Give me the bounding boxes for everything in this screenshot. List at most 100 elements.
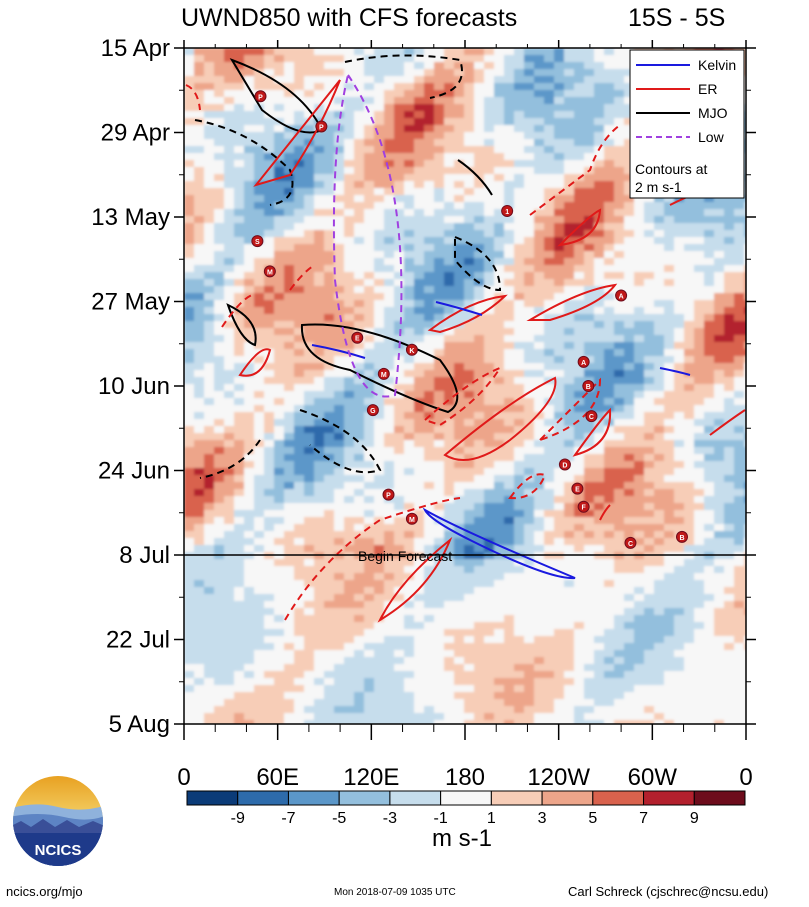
anomaly-cell <box>214 356 225 364</box>
anomaly-cell <box>514 237 525 245</box>
anomaly-cell <box>654 237 665 245</box>
anomaly-cell <box>734 279 745 287</box>
anomaly-cell <box>474 545 485 553</box>
anomaly-cell <box>514 321 525 329</box>
anomaly-cell <box>544 258 555 266</box>
anomaly-cell <box>374 552 385 560</box>
anomaly-cell <box>624 454 635 462</box>
anomaly-cell <box>584 237 595 245</box>
anomaly-cell <box>634 489 645 497</box>
anomaly-cell <box>184 538 195 546</box>
anomaly-cell <box>534 636 545 644</box>
anomaly-cell <box>194 566 205 574</box>
anomaly-cell <box>484 608 495 616</box>
anomaly-cell <box>704 195 715 203</box>
anomaly-cell <box>614 321 625 329</box>
anomaly-cell <box>334 503 345 511</box>
anomaly-cell <box>364 307 375 315</box>
anomaly-cell <box>724 209 735 217</box>
anomaly-cell <box>474 559 485 567</box>
anomaly-cell <box>264 244 275 252</box>
anomaly-cell <box>334 391 345 399</box>
anomaly-cell <box>524 342 535 350</box>
anomaly-cell <box>354 510 365 518</box>
anomaly-cell <box>244 426 255 434</box>
anomaly-cell <box>454 608 465 616</box>
anomaly-cell <box>494 314 505 322</box>
anomaly-cell <box>584 496 595 504</box>
anomaly-cell <box>394 489 405 497</box>
anomaly-cell <box>624 300 635 308</box>
anomaly-cell <box>724 223 735 231</box>
anomaly-cell <box>694 503 705 511</box>
anomaly-cell <box>504 76 515 84</box>
anomaly-cell <box>684 384 695 392</box>
anomaly-cell <box>274 349 285 357</box>
anomaly-cell <box>384 510 395 518</box>
anomaly-cell <box>334 601 345 609</box>
anomaly-cell <box>414 377 425 385</box>
anomaly-cell <box>574 650 585 658</box>
anomaly-cell <box>374 363 385 371</box>
anomaly-cell <box>424 524 435 532</box>
anomaly-cell <box>374 447 385 455</box>
anomaly-cell <box>574 48 585 56</box>
anomaly-cell <box>634 244 645 252</box>
anomaly-cell <box>424 419 435 427</box>
anomaly-cell <box>414 314 425 322</box>
anomaly-cell <box>744 314 746 322</box>
anomaly-cell <box>454 510 465 518</box>
anomaly-cell <box>684 349 695 357</box>
anomaly-cell <box>264 230 275 238</box>
anomaly-cell <box>574 62 585 70</box>
anomaly-cell <box>424 482 435 490</box>
anomaly-cell <box>344 181 355 189</box>
anomaly-cell <box>564 69 575 77</box>
anomaly-cell <box>264 440 275 448</box>
anomaly-cell <box>534 475 545 483</box>
anomaly-cell <box>454 125 465 133</box>
anomaly-cell <box>294 643 305 651</box>
anomaly-cell <box>364 223 375 231</box>
anomaly-cell <box>514 587 525 595</box>
anomaly-cell <box>624 517 635 525</box>
anomaly-cell <box>364 636 375 644</box>
anomaly-cell <box>474 503 485 511</box>
anomaly-cell <box>714 489 725 497</box>
anomaly-cell <box>424 531 435 539</box>
anomaly-cell <box>394 405 405 413</box>
anomaly-cell <box>374 657 385 665</box>
anomaly-cell <box>504 587 515 595</box>
anomaly-cell <box>584 272 595 280</box>
anomaly-cell <box>584 468 595 476</box>
anomaly-cell <box>544 419 555 427</box>
anomaly-cell <box>324 503 335 511</box>
anomaly-cell <box>574 349 585 357</box>
anomaly-cell <box>274 237 285 245</box>
anomaly-cell <box>284 356 295 364</box>
anomaly-cell <box>444 118 455 126</box>
anomaly-cell <box>704 524 715 532</box>
anomaly-cell <box>454 328 465 336</box>
anomaly-cell <box>324 314 335 322</box>
anomaly-cell <box>374 111 385 119</box>
anomaly-cell <box>334 195 345 203</box>
anomaly-cell <box>724 433 735 441</box>
anomaly-cell <box>394 440 405 448</box>
anomaly-cell <box>614 55 625 63</box>
anomaly-cell <box>434 468 445 476</box>
anomaly-cell <box>314 160 325 168</box>
anomaly-cell <box>444 594 455 602</box>
anomaly-cell <box>294 314 305 322</box>
anomaly-cell <box>294 209 305 217</box>
anomaly-cell <box>544 104 555 112</box>
anomaly-cell <box>654 202 665 210</box>
anomaly-cell <box>374 566 385 574</box>
anomaly-cell <box>184 125 195 133</box>
anomaly-cell <box>324 111 335 119</box>
anomaly-cell <box>254 496 265 504</box>
anomaly-cell <box>584 321 595 329</box>
anomaly-cell <box>664 531 675 539</box>
anomaly-cell <box>554 237 565 245</box>
anomaly-cell <box>404 83 415 91</box>
